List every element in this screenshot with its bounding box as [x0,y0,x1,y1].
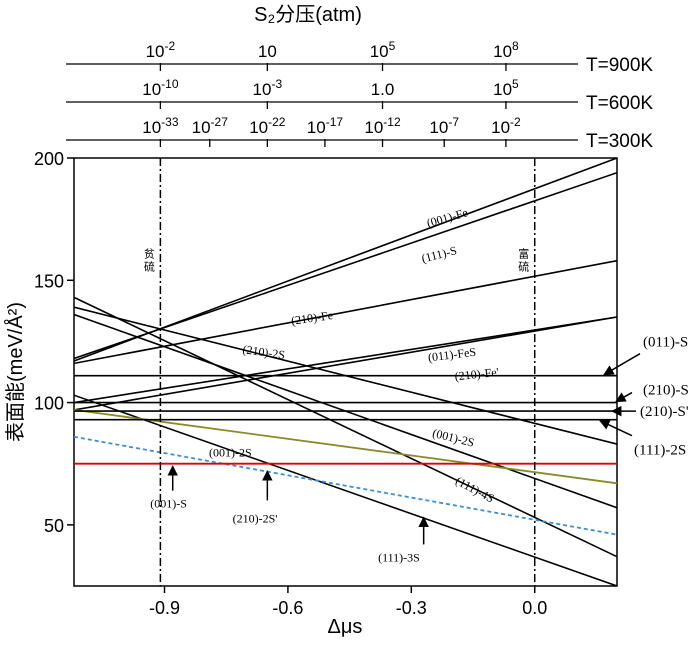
pressure-tick-label-2-3: 10-17 [307,115,344,137]
pressure-tick-label-2-2: 10-22 [249,115,286,137]
pressure-tick-label-0-3: 108 [493,39,519,61]
line-label-1: (111)-S [420,243,458,265]
right-annotation-label-2: (210)-S' [640,404,689,420]
y-tick-label-50: 50 [44,516,64,536]
annotation-label-2: (111)-3S [378,551,420,565]
right-annotation-arrow-1 [615,391,633,403]
right-annotation-label-3: (111)-2S [634,443,686,459]
right-annotation-label-0: (011)-S [643,335,688,351]
line-label-3: (210)-2S [242,342,286,362]
vertical-line-label-0: 贫硫 [142,247,155,274]
pressure-temp-label-1: T=600K [586,93,653,114]
x-tick-label-1: -0.6 [272,598,303,618]
series-line-210-2s [74,435,617,536]
right-annotation-arrow-0 [603,353,641,376]
pressure-temp-label-2: T=300K [586,131,653,152]
annotation-label-0: (001)-S [150,497,187,511]
annotations: (001)-S (210)-2S' (111)-3S (011)-S (210)-S (2… [150,335,689,565]
series-line-111-s [74,171,617,360]
x-tick-label-3: 0.0 [522,598,547,618]
y-axis-label: 表面能(meV/Å²) [4,302,27,442]
pressure-tick-label-1-2: 1.0 [371,80,395,99]
pressure-tick-label-1-0: 10-10 [142,77,179,99]
y-tick-label-200: 200 [34,149,64,169]
right-annotation-arrow-3 [599,419,633,437]
pressure-tick-label-2-5: 10-7 [429,115,459,137]
line-labels: (001)-Fe (111)-S (210)-Fe(210)-2S (011)-FeS… [209,205,499,505]
pressure-tick-label-0-2: 105 [370,39,396,61]
line-label-8: (001)-2S [209,445,252,459]
pressure-tick-label-2-0: 10-33 [142,115,179,137]
series-line-210-fe [74,316,617,404]
chart-title: S₂分压(atm) [254,3,362,26]
vertical-lines: 贫硫 富硫 [142,158,536,586]
pressure-tick-label-2-4: 10-12 [364,115,401,137]
series-line-011-fes [74,316,617,411]
line-label-5: (210)-Fe' [454,365,499,384]
x-axis-label: Δμs [328,616,363,638]
series-line-001-s [74,409,617,485]
series-line-210-fe [74,259,617,365]
y-tick-label-100: 100 [34,394,64,414]
pressure-tick-label-2-6: 10-2 [491,115,521,137]
line-label-6: (001)-2S [431,426,476,450]
series-group [74,158,617,586]
vertical-line-label-1: 富硫 [517,247,530,274]
x-tick-label-2: -0.3 [396,598,427,618]
line-label-2: (210)-Fe [290,308,334,328]
line-label-4: (011)-FeS [427,345,477,365]
line-label-0: (001)-Fe [425,205,469,230]
pressure-temp-label-0: T=900K [586,55,653,76]
pressure-tick-label-1-1: 10-3 [253,77,283,99]
series-line-111-4s [74,296,617,558]
pressure-tick-label-2-1: 10-27 [192,115,229,137]
plot-frame [73,157,618,587]
line-label-7: (111)-4S [453,474,496,506]
pressure-tick-label-0-0: 10-2 [146,39,176,61]
pressure-scales: T=900K 10-2 10 105 108 T=600K 10-10 10-3 1.0 105 T… [66,39,653,152]
pressure-tick-label-1-3: 105 [493,77,519,99]
right-annotation-label-1: (210)-S [643,383,689,399]
annotation-label-1: (210)-2S' [233,511,278,525]
y-tick-label-150: 150 [34,271,64,291]
series-line-111-3s [74,394,617,586]
x-tick-label-0: -0.9 [149,598,180,618]
axes: 50 100 150 200 -0.9 -0.6 -0.3 0.0 [34,149,547,618]
pressure-tick-label-0-1: 10 [258,42,277,61]
